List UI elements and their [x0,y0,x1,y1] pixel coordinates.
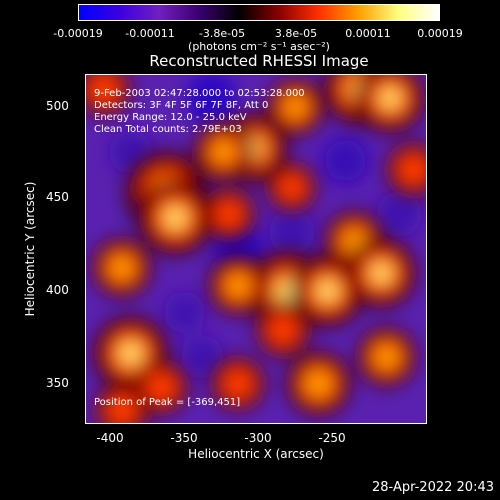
colorbar [78,4,440,21]
colorbar-tick-2: -0.00011 [125,27,175,40]
bright-source-19 [210,356,266,412]
bright-source-3 [91,237,152,298]
bright-source-24 [385,142,426,198]
bright-source-22 [266,162,317,213]
colorbar-gradient [79,5,439,20]
colorbar-tick-1: -0.00019 [53,27,103,40]
rhessi-image [86,75,426,423]
y-tick-label: 400 [46,283,69,297]
bright-source-20 [86,75,132,117]
dark-region-9 [163,291,205,333]
x-axis-label: Heliocentric X (arcsec) [188,447,324,461]
bright-source-18 [285,351,352,417]
y-axis-label: Heliocentric Y (arcsec) [23,181,37,317]
bright-source-21 [202,187,256,241]
bright-source-13 [207,255,269,316]
colorbar-tick-6: 0.00019 [417,27,463,40]
dark-region-7 [180,335,224,379]
render-timestamp: 28-Apr-2022 20:43 [372,480,494,495]
x-tick-label: -300 [244,431,272,445]
annotation-energy-range: Energy Range: 12.0 - 25.0 keV [94,112,247,123]
chart-title: Reconstructed RHESSI Image [149,52,369,70]
bright-source-16 [356,326,417,388]
colorbar-unit-label: (photons cm⁻² s⁻¹ asec⁻²) [188,40,330,53]
bright-source-2 [137,179,214,256]
colorbar-tick-4: 3.8e-05 [274,27,318,40]
bright-source-10 [354,75,426,134]
y-tick-label: 500 [46,99,69,113]
colorbar-tick-3: -3.8e-05 [198,27,246,40]
bright-source-8 [266,78,325,136]
dark-region-8 [376,191,422,237]
annotation-peak-position: Position of Peak = [-369,451] [94,397,241,408]
y-tick-label: 450 [46,190,69,204]
dark-region-4 [324,140,366,182]
dark-region-2 [186,75,237,124]
bright-sources [86,75,426,423]
x-tick-label: -250 [318,431,346,445]
dark-regions [109,75,422,379]
annotation-detectors: Detectors: 3F 4F 5F 6F 7F 8F, Att 0 [94,100,269,111]
bright-source-12 [290,254,365,328]
annotation-counts: Clean Total counts: 2.79E+03 [94,124,242,135]
x-tick-label: -400 [96,431,124,445]
bright-source-23 [94,382,150,423]
x-tick-label: -350 [170,431,198,445]
colorbar-tick-5: 0.00011 [345,27,391,40]
y-tick-label: 350 [46,376,69,390]
bright-source-15 [345,237,417,309]
plot-area [85,74,427,424]
bright-source-7 [193,121,254,182]
annotation-time-range: 9-Feb-2003 02:47:28.000 to 02:53:28.000 [94,88,305,99]
dark-region-6 [269,209,315,255]
bright-source-17 [255,302,311,358]
